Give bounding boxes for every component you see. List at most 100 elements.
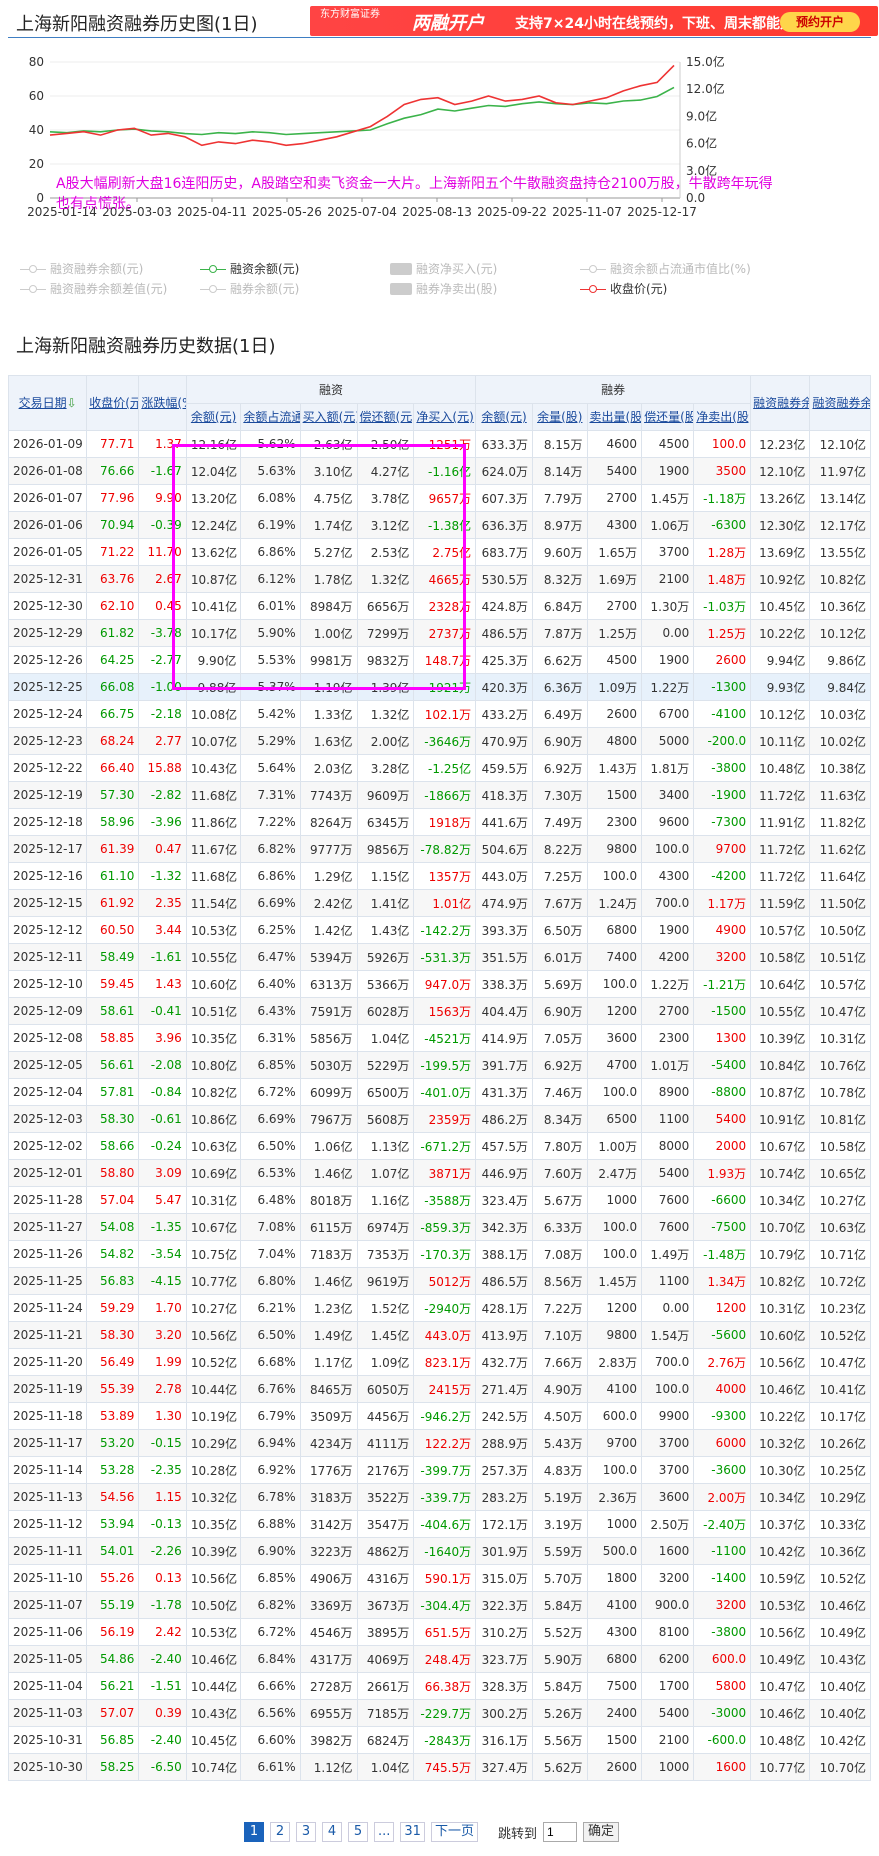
table-cell: -1.38亿 <box>413 511 477 539</box>
table-cell: 59.29 <box>86 1294 140 1322</box>
table-cell: 1800 <box>586 1564 643 1592</box>
table-cell: 61.82 <box>86 619 140 647</box>
col-rq-balance-header[interactable]: 余额(元) <box>475 403 534 431</box>
page-link[interactable]: ... <box>374 1822 395 1842</box>
table-cell: -3.54 <box>138 1240 187 1268</box>
col-rz-balance-header[interactable]: 余额(元) <box>185 403 242 431</box>
table-cell: 5400 <box>641 1159 695 1187</box>
legend-label: 融券余额(元) <box>230 282 300 296</box>
table-cell: 10.50亿 <box>809 916 871 944</box>
legend-item[interactable]: 融资净买入(元) <box>390 260 497 277</box>
table-cell: 6700 <box>641 700 695 728</box>
table-cell: 2.00万 <box>693 1483 752 1511</box>
table-cell: 6.21% <box>240 1294 301 1322</box>
table-cell: 2025-12-17 <box>7 835 88 863</box>
col-total-balance-header[interactable]: 融资融券余额(元) <box>750 375 811 431</box>
confirm-jump-button[interactable]: 确定 <box>582 1822 619 1842</box>
table-cell: 58.85 <box>86 1024 140 1052</box>
col-rz-ratio-header[interactable]: 余额占流通市值比 <box>240 403 301 431</box>
table-cell: 10.60亿 <box>185 970 242 998</box>
table-cell: 418.3万 <box>475 781 534 809</box>
table-cell: 683.7万 <box>475 538 534 566</box>
table-cell: 10.56亿 <box>750 1618 811 1646</box>
table-row: 2025-12-10 59.45 1.43 10.60亿 6.40% 6313万 5366万… <box>7 970 871 998</box>
page-link[interactable]: 31 <box>400 1822 425 1842</box>
table-cell: 10.52亿 <box>809 1321 871 1349</box>
legend-item[interactable]: 融资余额占流通市值比(%) <box>580 260 751 277</box>
table-cell: 10.19亿 <box>185 1402 242 1430</box>
table-cell: 1.00万 <box>586 1132 643 1160</box>
table-cell: 2661万 <box>356 1672 415 1700</box>
table-cell: 9600 <box>641 808 695 836</box>
table-cell: 1.32亿 <box>356 700 415 728</box>
col-change-header[interactable]: 涨跌幅(%) <box>138 375 187 431</box>
table-cell: 2.42 <box>138 1618 187 1646</box>
page-link[interactable]: 4 <box>322 1822 342 1842</box>
table-cell: 1.45亿 <box>356 1321 415 1349</box>
legend-item[interactable]: 融券余额(元) <box>200 280 299 297</box>
col-balance-diff-header[interactable]: 融资融券余额差值(元) <box>809 375 871 431</box>
table-cell: 3982万 <box>299 1726 358 1754</box>
table-cell: 2.47万 <box>586 1159 643 1187</box>
y-right-tick: 6.0亿 <box>686 136 717 151</box>
table-cell: 10.56亿 <box>750 1348 811 1376</box>
table-cell: 57.81 <box>86 1078 140 1106</box>
col-rq-sell-header[interactable]: 卖出量(股) <box>586 403 643 431</box>
table-cell: 9.94亿 <box>750 646 811 674</box>
table-cell: 8.34万 <box>532 1105 588 1133</box>
next-page-link[interactable]: 下一页 <box>430 1822 478 1842</box>
table-cell: -0.13 <box>138 1510 187 1538</box>
table-cell: 71.22 <box>86 538 140 566</box>
page-link[interactable]: 2 <box>270 1822 290 1842</box>
table-cell: 6.56% <box>240 1699 301 1727</box>
col-rz-repay-header[interactable]: 偿还额(元) <box>356 403 415 431</box>
table-cell: 2025-12-15 <box>7 889 88 917</box>
table-cell: 10.43亿 <box>185 754 242 782</box>
col-rz-buy-header[interactable]: 买入额(元) <box>299 403 358 431</box>
table-cell: 1.37 <box>138 430 187 458</box>
table-cell: 5.62% <box>240 430 301 458</box>
y-right-tick: 9.0亿 <box>686 108 717 123</box>
table-cell: 4800 <box>586 727 643 755</box>
legend-item[interactable]: 融资融券余额差值(元) <box>20 280 167 297</box>
table-cell: 3223万 <box>299 1537 358 1565</box>
legend-item[interactable]: 收盘价(元) <box>580 280 667 297</box>
table-cell: 12.04亿 <box>185 457 242 485</box>
table-cell: 745.5万 <box>413 1753 477 1781</box>
table-cell: 10.74亿 <box>750 1159 811 1187</box>
table-cell: 1.00亿 <box>299 619 358 647</box>
table-cell: 0.00 <box>641 1294 695 1322</box>
table-cell: 10.31亿 <box>185 1186 242 1214</box>
table-cell: 1.25万 <box>586 619 643 647</box>
table-cell: 2025-12-01 <box>7 1159 88 1187</box>
open-account-banner[interactable]: 东方财富证券 两融开户 支持7×24小时在线预约，下班、周末都能办理！ 预约开户 <box>310 6 878 36</box>
col-date-header[interactable]: 交易日期⇩ <box>7 375 88 431</box>
col-rq-repay-header[interactable]: 偿还量(股) <box>641 403 695 431</box>
col-rq-volume-header[interactable]: 余量(股) <box>532 403 588 431</box>
table-cell: 70.94 <box>86 511 140 539</box>
table-cell: 4000 <box>693 1375 752 1403</box>
table-cell: 54.86 <box>86 1645 140 1673</box>
table-cell: 10.78亿 <box>809 1078 871 1106</box>
jump-page-input[interactable] <box>542 1822 577 1842</box>
book-account-button[interactable]: 预约开户 <box>780 12 860 32</box>
col-close-header[interactable]: 收盘价(元) <box>86 375 140 431</box>
table-cell: 431.3万 <box>475 1078 534 1106</box>
col-rz-net-header[interactable]: 净买入(元) <box>413 403 477 431</box>
col-rq-net-header[interactable]: 净卖出(股) <box>693 403 752 431</box>
legend-item[interactable]: 融资融券余额(元) <box>20 260 143 277</box>
table-cell: 6200 <box>641 1645 695 1673</box>
page-link[interactable]: 5 <box>348 1822 368 1842</box>
table-cell: 7.67万 <box>532 889 588 917</box>
table-cell: 8.97万 <box>532 511 588 539</box>
table-cell: 310.2万 <box>475 1618 534 1646</box>
table-cell: 6.86% <box>240 862 301 890</box>
table-row: 2026-01-09 77.71 1.37 12.16亿 5.62% 2.63亿 2.50亿… <box>7 430 871 458</box>
page-link[interactable]: 1 <box>244 1822 264 1842</box>
legend-item[interactable]: 融券净卖出(股) <box>390 280 497 297</box>
table-cell: 10.39亿 <box>185 1537 242 1565</box>
legend-item[interactable]: 融资余额(元) <box>200 260 299 277</box>
page-link[interactable]: 3 <box>296 1822 316 1842</box>
table-cell: 6099万 <box>299 1078 358 1106</box>
table-cell: 9657万 <box>413 484 477 512</box>
